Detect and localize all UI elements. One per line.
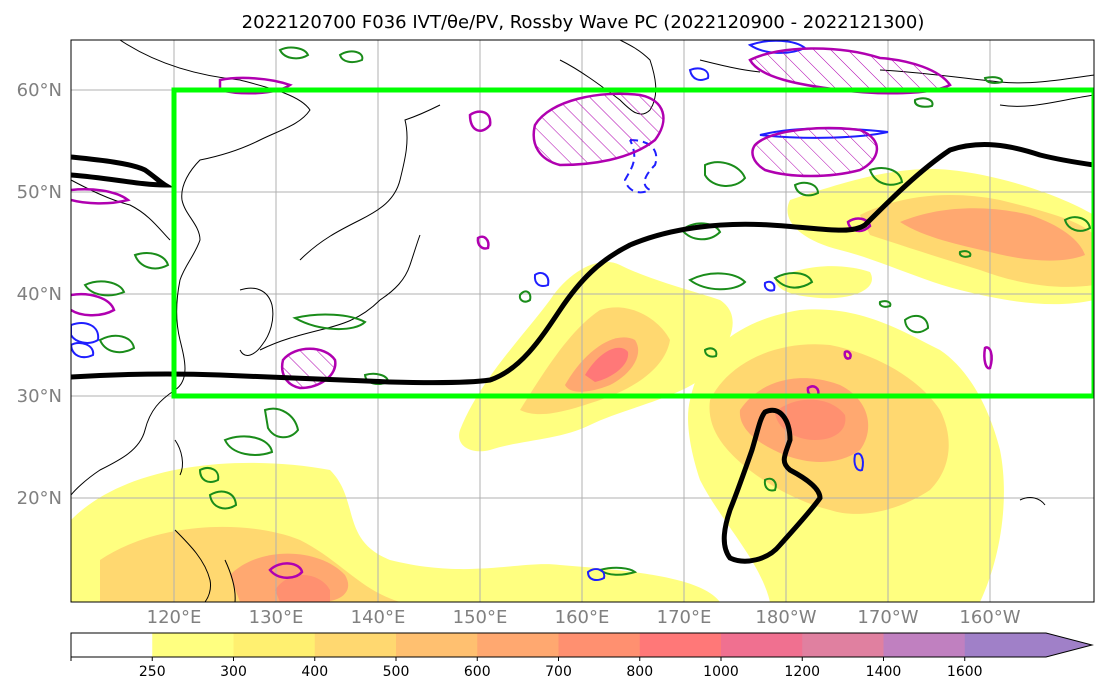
colorbar-tick-label: 700 <box>545 664 572 680</box>
colorbar: 250 300 400 500 600 700 800 1000 1200 1400 1600 <box>70 632 1094 680</box>
map-panel <box>71 40 1094 602</box>
colorbar-ticks: 250 300 400 500 600 700 800 1000 1200 1400 1600 <box>70 657 983 680</box>
colorbar-tick-label: 800 <box>626 664 653 680</box>
map-frame <box>70 39 1095 603</box>
lon-label: 150°E <box>453 607 508 628</box>
lat-label: 60°N <box>17 80 62 101</box>
lon-label: 170°E <box>657 607 712 628</box>
lon-label: 130°E <box>249 607 304 628</box>
lat-label: 20°N <box>17 488 62 509</box>
colorbar-swatch <box>314 633 397 657</box>
figure-title: 2022120700 F036 IVT/θe/PV, Rossby Wave P… <box>242 12 925 33</box>
colorbar-swatch <box>639 633 722 657</box>
colorbar-outline <box>70 632 1094 658</box>
lon-label: 120°E <box>147 607 202 628</box>
colorbar-tick-label: 500 <box>383 664 410 680</box>
lat-label: 40°N <box>17 284 62 305</box>
colorbar-swatch <box>233 633 316 657</box>
colorbar-tick-label: 1200 <box>784 664 820 680</box>
colorbar-swatch <box>802 633 884 657</box>
colorbar-tick-label: 1000 <box>703 664 739 680</box>
blue-dashed-contour <box>623 139 658 194</box>
lon-label: 160°E <box>555 607 610 628</box>
rossby-wave-contour <box>71 142 1094 564</box>
colorbar-swatch <box>477 633 559 657</box>
longitude-labels: 120°E 130°E 140°E 150°E 160°E 170°E 180°… <box>147 607 1021 628</box>
lon-label: 160°W <box>959 607 1020 628</box>
analysis-domain-box <box>171 87 1094 399</box>
colorbar-tick-label: 600 <box>464 664 491 680</box>
theta-e-contours <box>83 46 1092 576</box>
ivt-shading <box>71 169 1094 602</box>
lon-label: 180°W <box>755 607 816 628</box>
lon-label: 140°E <box>351 607 406 628</box>
colorbar-swatch <box>558 633 641 657</box>
lat-label: 30°N <box>17 386 62 407</box>
colorbar-swatch <box>721 633 803 657</box>
colorbar-swatch <box>964 633 1047 657</box>
colorbar-swatches <box>71 633 1047 657</box>
latitude-labels: 60°N 50°N 40°N 30°N 20°N <box>17 80 62 509</box>
colorbar-extend-arrow <box>1046 633 1092 657</box>
lon-label: 170°W <box>857 607 918 628</box>
colorbar-tick-label: 1400 <box>866 664 902 680</box>
colorbar-swatch <box>152 633 234 657</box>
colorbar-tick-label: 250 <box>139 664 166 680</box>
lat-label: 50°N <box>17 182 62 203</box>
colorbar-tick-label: 1600 <box>947 664 983 680</box>
colorbar-swatch <box>71 633 153 657</box>
colorbar-swatch <box>396 633 478 657</box>
colorbar-tick-label: 400 <box>301 664 328 680</box>
colorbar-swatch <box>883 633 966 657</box>
colorbar-tick-label: 300 <box>220 664 247 680</box>
pv-contours <box>71 47 993 579</box>
